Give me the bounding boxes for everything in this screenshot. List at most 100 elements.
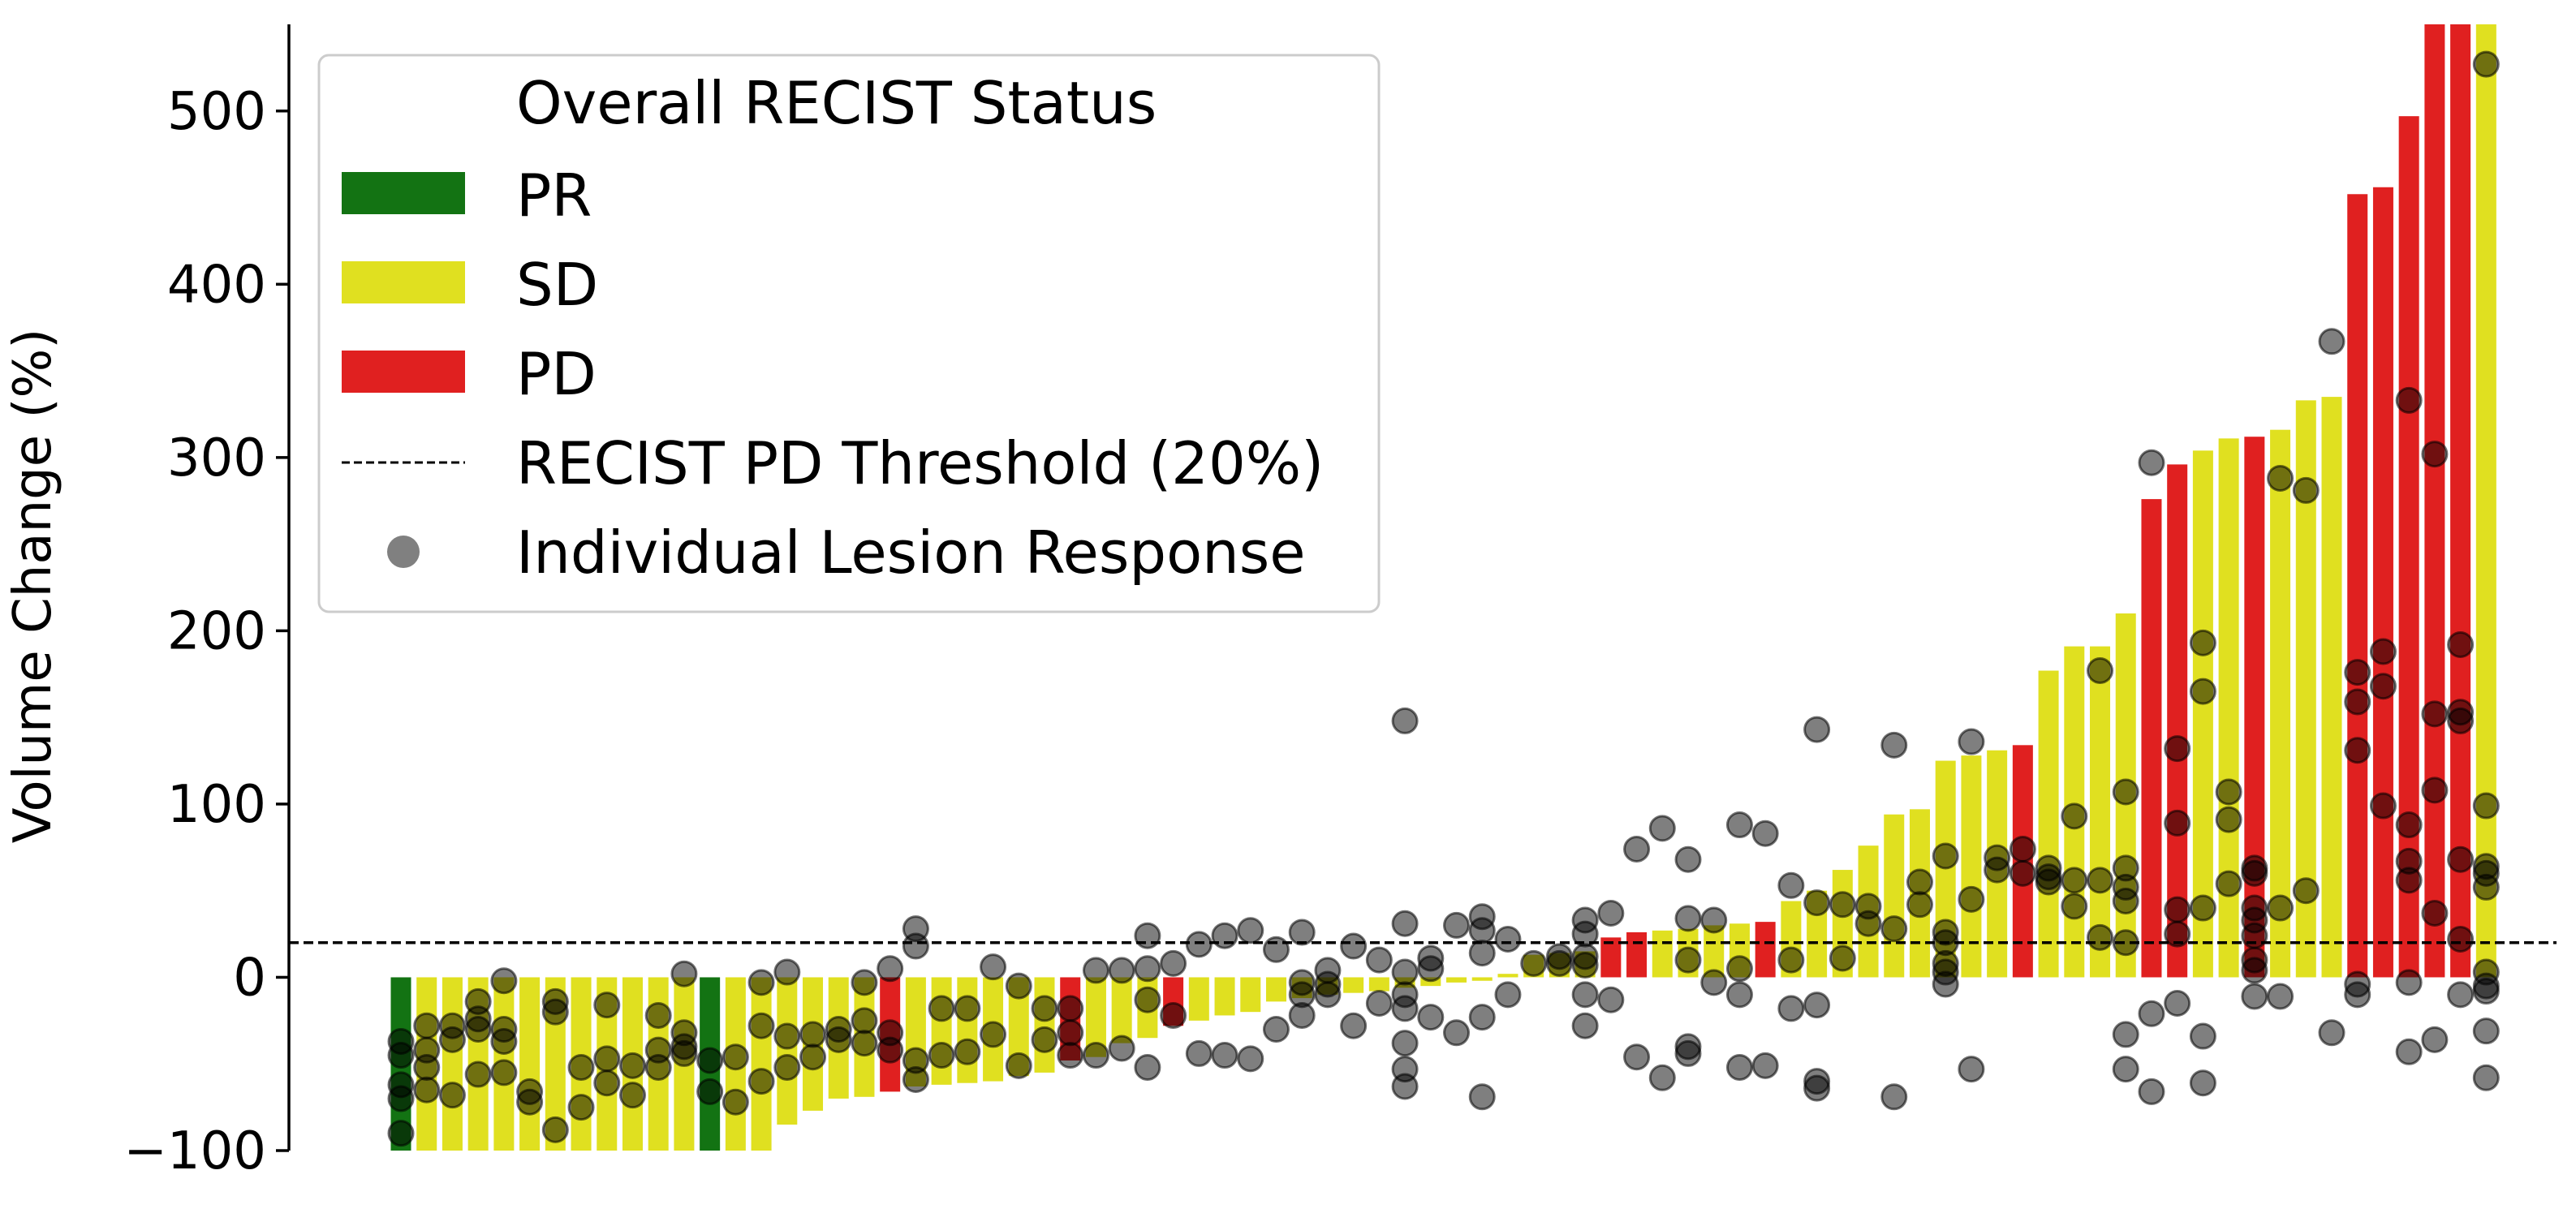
lesion-point — [2344, 737, 2371, 764]
lesion-point — [670, 960, 698, 987]
lesion-point — [2138, 449, 2165, 476]
lesion-point — [1134, 1054, 1161, 1081]
lesion-point — [1803, 889, 1831, 917]
bar-sd — [2192, 450, 2213, 978]
lesion-point — [1057, 1042, 1084, 1069]
lesion-point — [387, 1027, 415, 1055]
bar-sd — [957, 977, 978, 1083]
lesion-point — [799, 1021, 827, 1048]
lesion-point — [2138, 1078, 2165, 1105]
y-tick-label: 300 — [167, 428, 266, 488]
bar-pd — [1755, 922, 1776, 978]
lesion-point — [1984, 844, 2011, 871]
bar-sd — [1214, 977, 1235, 1016]
lesion-point — [1005, 1052, 1032, 1079]
bar-sd — [1446, 977, 1467, 983]
bar-sd — [1471, 977, 1493, 981]
lesion-point — [490, 1016, 518, 1043]
lesion-point — [1777, 871, 1805, 899]
lesion-point — [2241, 894, 2268, 922]
lesion-point — [2061, 867, 2088, 894]
lesion-point — [413, 1036, 441, 1064]
lesion-point — [541, 987, 569, 1015]
lesion-point — [541, 1116, 569, 1143]
bar-sd — [1111, 977, 1132, 1043]
lesion-point — [2267, 894, 2294, 922]
lesion-point — [387, 1071, 415, 1099]
legend-swatch-lesion — [387, 536, 420, 568]
lesion-point — [1340, 1012, 1368, 1039]
lesion-point — [2112, 1056, 2139, 1083]
lesion-point — [1777, 946, 1805, 974]
lesion-point — [1365, 946, 1393, 974]
lesion-point — [1803, 716, 1831, 743]
lesion-point — [593, 992, 621, 1019]
lesion-point — [1468, 940, 1496, 967]
lesion-point — [1005, 972, 1032, 1000]
lesion-point — [1777, 995, 1805, 1022]
bar-pd — [2372, 187, 2393, 978]
lesion-point — [2189, 1022, 2216, 1050]
bar-sd — [2090, 646, 2111, 978]
lesion-point — [593, 1069, 621, 1097]
lesion-point — [696, 1047, 724, 1074]
lesion-point — [593, 1045, 621, 1073]
lesion-point — [2395, 386, 2423, 414]
lesion-point — [1314, 957, 1342, 984]
lesion-point — [2447, 699, 2475, 726]
lesion-point — [1571, 1012, 1599, 1039]
bar-sd — [1884, 814, 1905, 978]
lesion-point — [438, 1012, 466, 1039]
lesion-point — [1494, 981, 1522, 1009]
lesion-point — [1751, 1052, 1779, 1079]
legend-label: SD — [516, 251, 598, 319]
lesion-point — [2189, 678, 2216, 705]
lesion-point — [2421, 700, 2449, 728]
lesion-point — [1803, 1068, 1831, 1095]
lesion-point — [1854, 893, 1882, 920]
lesion-point — [928, 1042, 955, 1069]
lesion-point — [1829, 891, 1856, 919]
lesion-point — [1494, 925, 1522, 953]
lesion-point — [2112, 1021, 2139, 1048]
lesion-point — [1134, 955, 1161, 983]
lesion-point — [954, 1038, 981, 1065]
lesion-point — [2369, 638, 2397, 665]
lesion-point — [1288, 969, 1316, 996]
lesion-point — [1674, 845, 1702, 873]
lesion-point — [1700, 906, 1728, 934]
lesion-point — [1623, 835, 1651, 863]
lesion-point — [2369, 792, 2397, 820]
lesion-point — [1958, 728, 1985, 755]
lesion-point — [1648, 815, 1676, 842]
lesion-point — [1443, 911, 1471, 939]
lesion-point — [2061, 802, 2088, 830]
lesion-point — [516, 1078, 544, 1105]
lesion-point — [618, 1052, 646, 1079]
bar-pd — [1626, 931, 1648, 978]
lesion-point — [1391, 1030, 1419, 1057]
lesion-point — [2292, 877, 2320, 905]
lesion-point — [747, 969, 775, 996]
lesion-point — [1571, 981, 1599, 1009]
lesion-point — [799, 1043, 827, 1071]
bar-sd — [2270, 429, 2291, 978]
lesion-point — [1391, 981, 1419, 1009]
lesion-point — [2318, 1019, 2346, 1047]
legend-swatch-pr — [342, 172, 465, 214]
legend-label: Individual Lesion Response — [516, 518, 1306, 587]
lesion-point — [2138, 1000, 2165, 1027]
lesion-point — [1468, 1083, 1496, 1111]
lesion-point — [2421, 899, 2449, 927]
lesion-point — [1571, 906, 1599, 934]
lesion-point — [928, 995, 955, 1022]
lesion-point — [2164, 896, 2191, 923]
lesion-point — [2472, 1064, 2500, 1091]
lesion-point — [2241, 983, 2268, 1010]
bar-sd — [1497, 974, 1518, 978]
lesion-point — [2241, 946, 2268, 974]
lesion-point — [773, 1022, 801, 1050]
lesion-point — [2344, 688, 2371, 716]
lesion-point — [2009, 835, 2036, 863]
lesion-point — [2447, 981, 2475, 1009]
